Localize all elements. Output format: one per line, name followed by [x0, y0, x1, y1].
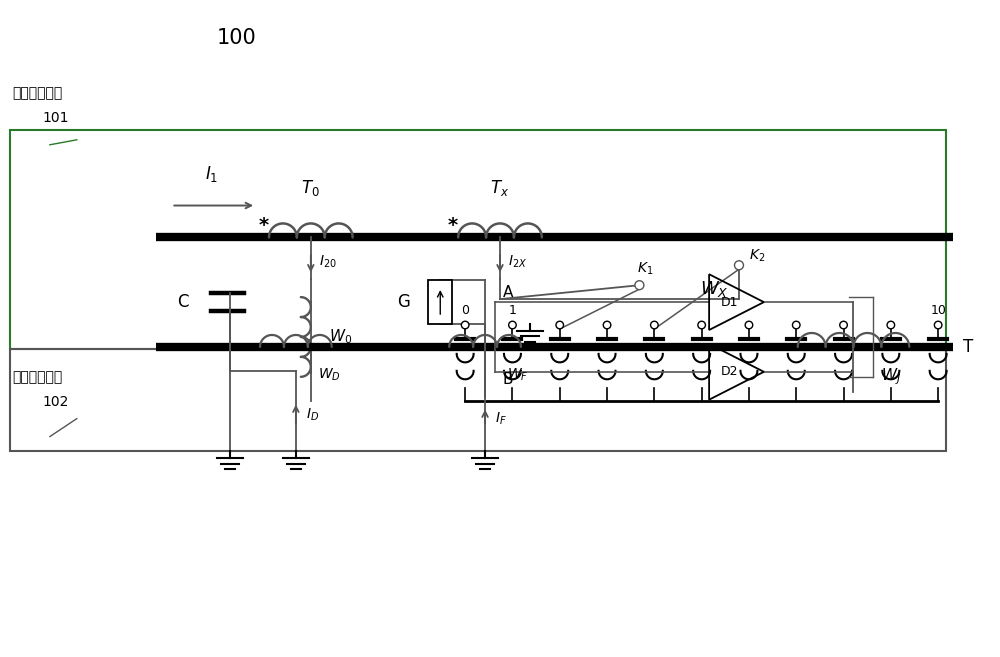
Circle shape — [792, 321, 800, 328]
Text: 101: 101 — [42, 111, 68, 125]
Text: $K_2$: $K_2$ — [749, 247, 765, 263]
Text: 磁势比较单元: 磁势比较单元 — [12, 86, 62, 100]
Circle shape — [698, 321, 705, 328]
Text: *: * — [259, 216, 269, 235]
Text: $I_F$: $I_F$ — [495, 411, 507, 427]
Text: 10: 10 — [930, 304, 946, 317]
Text: D1: D1 — [720, 296, 738, 309]
Circle shape — [509, 321, 516, 328]
Text: $W_0$: $W_0$ — [329, 328, 352, 346]
Text: $T_x$: $T_x$ — [490, 177, 510, 198]
Bar — [10, 130, 946, 349]
Text: $T_0$: $T_0$ — [301, 177, 320, 198]
Text: 102: 102 — [42, 395, 68, 409]
Text: $I_{20}$: $I_{20}$ — [319, 254, 337, 271]
Text: $W_X$: $W_X$ — [700, 279, 728, 299]
Circle shape — [934, 321, 942, 328]
Circle shape — [556, 321, 564, 328]
Bar — [10, 349, 946, 451]
Text: 100: 100 — [216, 28, 256, 48]
Text: 1: 1 — [509, 304, 516, 317]
Text: B: B — [503, 373, 513, 387]
Text: A: A — [503, 284, 513, 300]
Text: 0: 0 — [461, 304, 469, 317]
Circle shape — [840, 321, 847, 328]
Circle shape — [735, 261, 743, 270]
Circle shape — [651, 321, 658, 328]
Text: $W_D$: $W_D$ — [318, 367, 341, 383]
Text: C: C — [177, 293, 188, 311]
Text: $I_D$: $I_D$ — [306, 407, 319, 423]
Text: $W_F$: $W_F$ — [507, 367, 528, 383]
Text: *: * — [448, 216, 458, 235]
Circle shape — [461, 321, 469, 328]
Text: T: T — [963, 338, 973, 356]
Text: $I_{2X}$: $I_{2X}$ — [508, 254, 527, 271]
Text: D2: D2 — [720, 365, 738, 378]
Text: $K_1$: $K_1$ — [637, 261, 654, 277]
Circle shape — [603, 321, 611, 328]
Circle shape — [887, 321, 895, 328]
Circle shape — [635, 281, 644, 290]
Bar — [428, 280, 452, 324]
Text: G: G — [398, 293, 410, 311]
Text: $I_1$: $I_1$ — [205, 164, 218, 183]
Circle shape — [745, 321, 753, 328]
Text: 取样调节单元: 取样调节单元 — [12, 370, 62, 384]
Text: $W_J$: $W_J$ — [881, 367, 901, 387]
